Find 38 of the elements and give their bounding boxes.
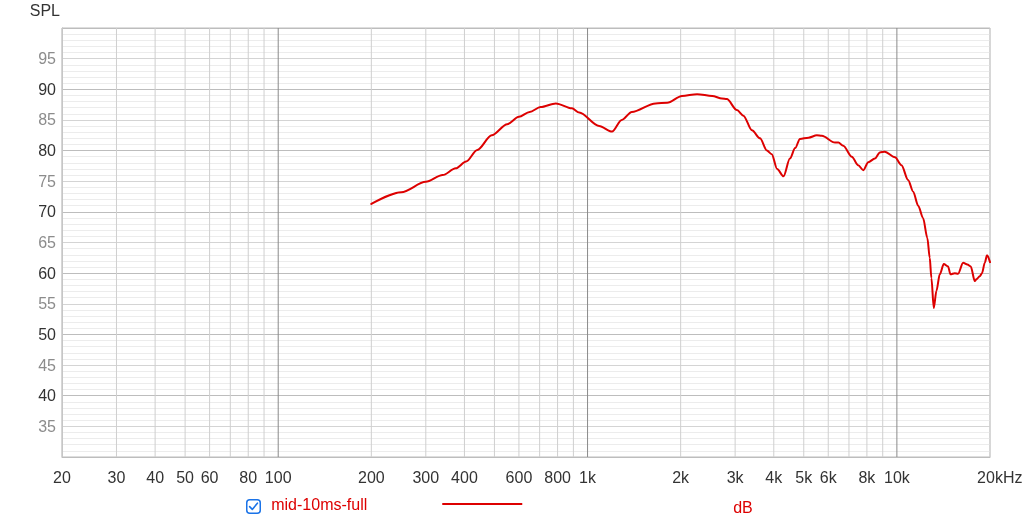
y-axis-title: SPL [29,1,61,19]
x-tick-label: 300 [412,468,440,486]
y-tick-label: 35 [38,417,57,435]
x-tick-label: 3k [726,468,745,486]
x-tick-label: 20 [53,468,71,486]
x-tick-label: 40 [146,468,165,486]
x-tick-label: 2k [672,468,691,486]
x-tick-label: 1k [579,468,597,486]
x-tick-label: 100 [264,468,292,486]
x-tick-label: 60 [200,468,219,486]
y-tick-label: 95 [38,50,57,68]
y-tick-label: 45 [38,356,57,374]
x-tick-label: 4k [765,468,784,486]
y-tick-label: 50 [38,325,57,343]
x-tick-label: 200 [357,468,385,486]
x-tick-label: 10k [883,468,911,486]
y-tick-label: 90 [38,80,57,98]
y-tick-label: 65 [38,234,57,251]
x-tick-label: 30 [107,468,126,486]
x-tick-label: 6k [819,468,838,486]
y-tick-label: 70 [38,203,57,221]
x-tick-label: 80 [239,468,258,486]
x-axis-title: Hz [1002,468,1023,486]
x-tick-label: 50 [176,468,195,486]
y-tick-label: 85 [38,111,57,129]
x-tick-label: 400 [451,468,478,486]
x-tick-label: 600 [505,468,533,486]
x-tick-label: 8k [858,468,877,486]
y-tick-label: 40 [38,387,57,405]
x-tick-label: 5k [795,468,814,486]
y-tick-label: 75 [38,172,57,190]
y-tick-label: 80 [38,142,57,160]
y-tick-label: 60 [38,264,57,282]
x-tick-label: 800 [544,468,572,486]
text: mid-10ms-full [271,495,368,513]
text: dB [733,498,753,516]
y-tick-label: 55 [38,295,57,313]
x-tick-label: 20k [977,468,1004,486]
